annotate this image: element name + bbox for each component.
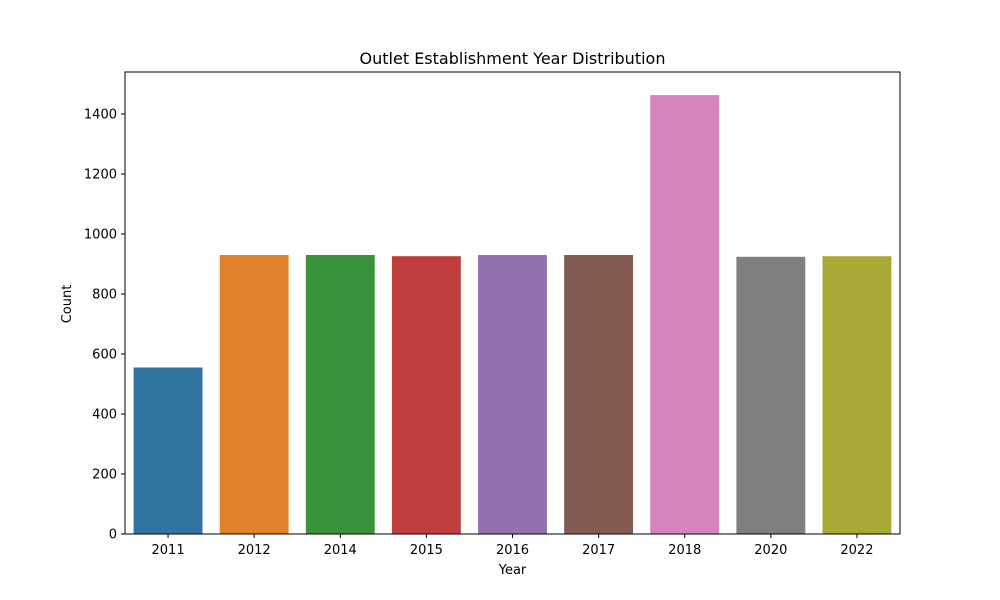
x-tick-label: 2015 [410,543,443,558]
x-tick-label: 2011 [152,543,185,558]
x-axis-ticks: 2011 2012 2014 2015 2016 2017 2018 2020 2022 [152,534,873,558]
bar-2020 [736,256,806,534]
bar-2018 [650,95,720,534]
bar-2012 [219,255,289,534]
bar-2022 [822,256,892,534]
bar-2017 [564,255,634,534]
x-axis-label: Year [498,563,527,578]
x-tick-label: 2018 [668,543,701,558]
chart-title: Outlet Establishment Year Distribution [360,49,666,68]
x-tick-label: 2022 [840,543,873,558]
y-tick-label: 200 [92,468,117,483]
y-axis-ticks: 0 200 400 600 800 1000 1200 1400 [84,108,125,543]
y-tick-label: 600 [92,348,117,363]
bar-2015 [391,256,461,534]
y-tick-label: 800 [92,288,117,303]
x-tick-label: 2014 [324,543,357,558]
x-tick-label: 2020 [754,543,787,558]
x-tick-label: 2016 [496,543,529,558]
bar-2016 [478,255,547,534]
bar-2011 [133,367,203,534]
y-tick-label: 1200 [84,168,117,183]
y-tick-label: 400 [92,408,117,423]
y-tick-label: 1000 [84,228,117,243]
y-tick-label: 0 [109,528,117,543]
x-tick-label: 2012 [238,543,271,558]
bars [133,95,892,534]
x-tick-label: 2017 [582,543,615,558]
y-axis-label: Count [60,285,75,324]
plot-frame [124,71,901,535]
y-tick-label: 1400 [84,108,117,123]
bar-2014 [305,255,375,534]
